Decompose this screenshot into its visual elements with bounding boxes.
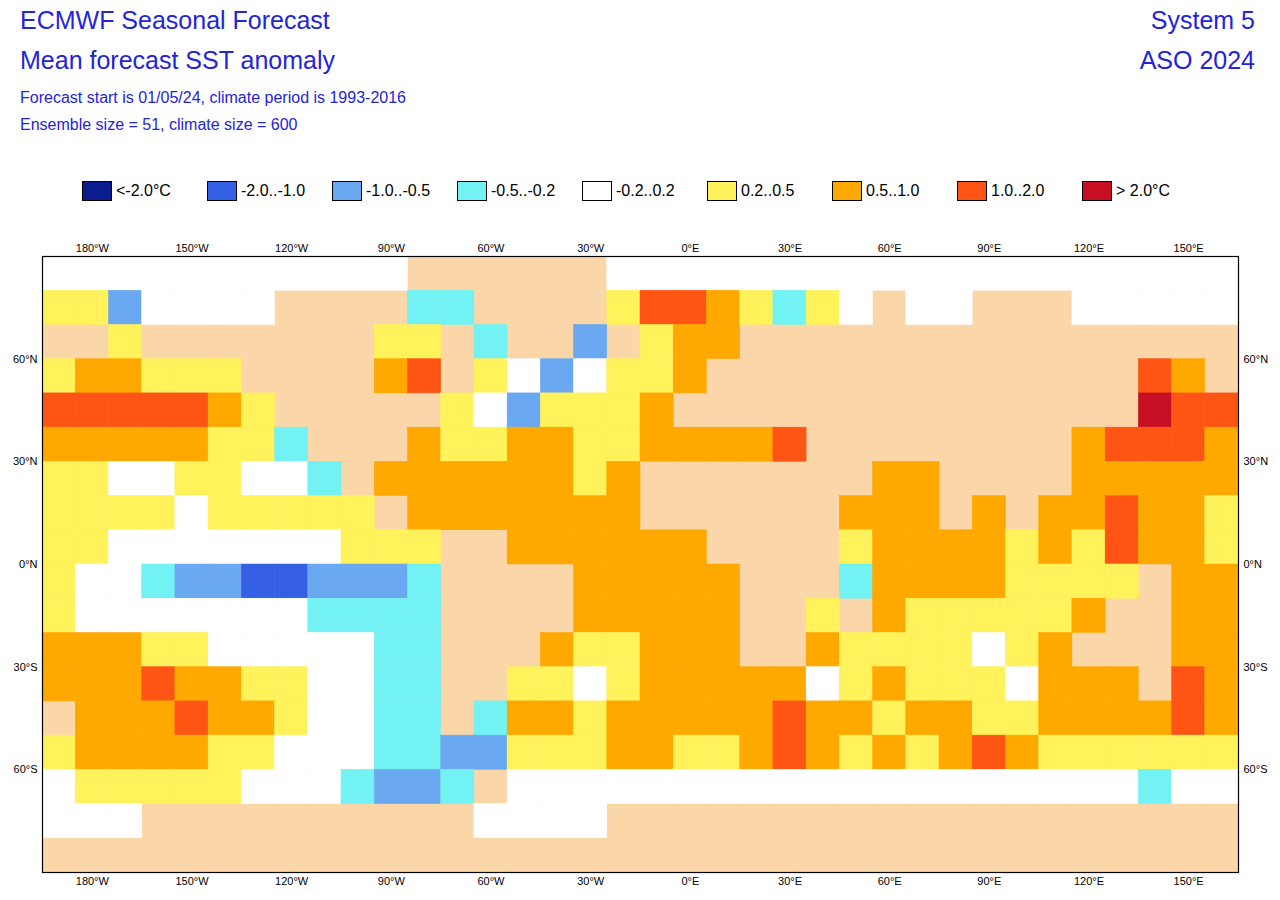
svg-text:60°S: 60°S: [1244, 763, 1268, 775]
svg-text:60°N: 60°N: [1244, 353, 1269, 365]
html-text:ASO 2024: ASO 2024: [1139, 46, 1255, 74]
html-text:1.0..2.0: 1.0..2.0: [991, 182, 1045, 199]
svg-text:90°W: 90°W: [378, 875, 406, 887]
svg-text:30°E: 30°E: [778, 242, 802, 254]
html-text:System 5: System 5: [1150, 6, 1255, 34]
svg-text:90°E: 90°E: [977, 242, 1001, 254]
svg-text:30°S: 30°S: [14, 661, 38, 673]
html-text:-2.0..-1.0: -2.0..-1.0: [241, 182, 305, 199]
svg-text:60°W: 60°W: [477, 875, 505, 887]
svg-text:60°S: 60°S: [14, 763, 38, 775]
svg-text:60°E: 60°E: [878, 242, 902, 254]
svg-text:30°W: 30°W: [577, 875, 605, 887]
svg-text:120°W: 120°W: [275, 242, 309, 254]
svg-text:30°W: 30°W: [577, 242, 605, 254]
svg-text:0°N: 0°N: [19, 558, 38, 570]
svg-text:30°E: 30°E: [778, 875, 802, 887]
html-text:ECMWF Seasonal Forecast: ECMWF Seasonal Forecast: [20, 6, 330, 34]
svg-text:120°W: 120°W: [275, 875, 309, 887]
svg-text:150°W: 150°W: [175, 875, 209, 887]
svg-text:60°W: 60°W: [477, 242, 505, 254]
svg-text:90°E: 90°E: [977, 875, 1001, 887]
html-text:0.5..1.0: 0.5..1.0: [866, 182, 920, 199]
svg-text:60°E: 60°E: [878, 875, 902, 887]
svg-text:150°E: 150°E: [1174, 242, 1204, 254]
svg-text:90°W: 90°W: [378, 242, 406, 254]
html-text:-0.2..0.2: -0.2..0.2: [616, 182, 675, 199]
svg-text:120°E: 120°E: [1074, 242, 1104, 254]
html-text:Forecast start is 01/05/24, cl: Forecast start is 01/05/24, climate peri…: [20, 89, 406, 106]
svg-text:30°S: 30°S: [1244, 661, 1268, 673]
svg-text:0°E: 0°E: [681, 875, 699, 887]
svg-text:0°N: 0°N: [1244, 558, 1263, 570]
svg-text:180°W: 180°W: [76, 875, 110, 887]
svg-text:30°N: 30°N: [1244, 455, 1269, 467]
svg-text:30°N: 30°N: [13, 455, 38, 467]
html-text:Ensemble size = 51, climate si: Ensemble size = 51, climate size = 600: [20, 116, 298, 133]
svg-text:60°N: 60°N: [13, 353, 38, 365]
html-text:-0.5..-0.2: -0.5..-0.2: [491, 182, 555, 199]
svg-text:120°E: 120°E: [1074, 875, 1104, 887]
html-text:Mean forecast SST anomaly: Mean forecast SST anomaly: [20, 46, 335, 74]
html-text:-1.0..-0.5: -1.0..-0.5: [366, 182, 430, 199]
html-text:0.2..0.5: 0.2..0.5: [741, 182, 795, 199]
html-text:> 2.0°C: > 2.0°C: [1116, 182, 1170, 199]
svg-text:180°W: 180°W: [76, 242, 110, 254]
svg-text:150°E: 150°E: [1174, 875, 1204, 887]
svg-text:150°W: 150°W: [175, 242, 209, 254]
svg-text:0°E: 0°E: [681, 242, 699, 254]
html-text:<-2.0°C: <-2.0°C: [116, 182, 171, 199]
